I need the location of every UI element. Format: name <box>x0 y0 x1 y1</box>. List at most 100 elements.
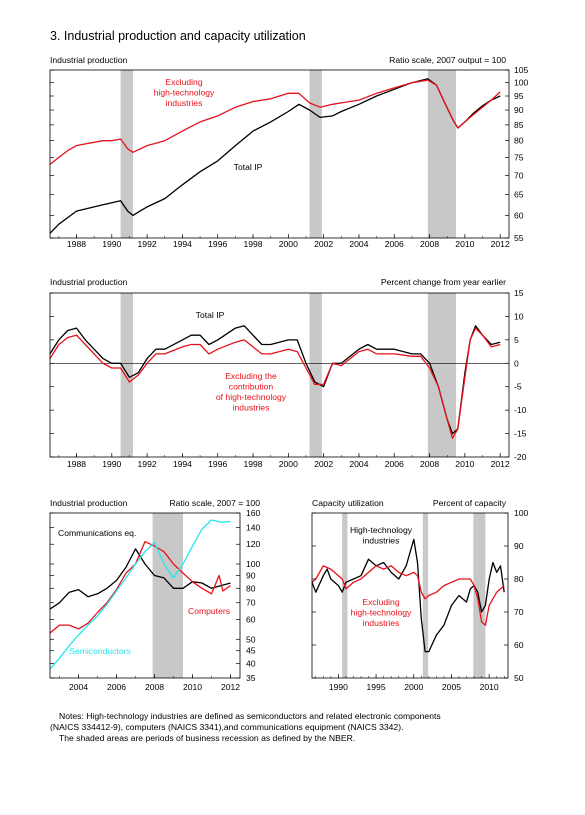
ip-change-x-tick-label-11: 2010 <box>455 459 474 469</box>
ip-change-annotation-1-line-3: industries <box>233 403 270 413</box>
ip-level-y-tick-label-9: 100 <box>514 78 529 88</box>
hightech-ip-annotation-0: Communications eq. <box>58 528 136 538</box>
hightech-ip-annotation-2-line-0: Semiconductors <box>69 646 131 656</box>
ip-change-annotation-1: Excluding the contribution of high-technol… <box>216 371 287 413</box>
ip-level-x-tick-label-1: 1990 <box>102 239 121 249</box>
ip-change-x-tick-label-9: 2006 <box>385 459 404 469</box>
hightech-ip-annotation-1-line-0: Computers <box>188 606 230 616</box>
ip-level-recession-band-2 <box>427 70 457 238</box>
capacity-utilization-x-tick-label-4: 2010 <box>480 682 499 692</box>
ip-level-x-tick-label-11: 2010 <box>455 239 474 249</box>
ip-change-annotation-0: Total IP <box>196 310 225 320</box>
hightech-ip-units-label: Ratio scale, 2007 = 100 <box>169 498 260 508</box>
notes-line-3: The shaded areas are periods of business… <box>59 733 356 743</box>
hightech-ip-x-tick-label-1: 2006 <box>107 682 126 692</box>
ip-change-y-tick-label-5: 5 <box>514 335 519 345</box>
notes-line-2: (NAICS 334412-9), computers (NAICS 3341)… <box>50 722 404 732</box>
ip-change-annotation-0-line-0: Total IP <box>196 310 225 320</box>
hightech-ip-plot-frame <box>49 512 241 679</box>
ip-level-y-tick-label-6: 85 <box>514 120 524 130</box>
ip-level-x-tick-label-10: 2008 <box>420 239 439 249</box>
capacity-utilization-x-tick-label-0: 1990 <box>329 682 348 692</box>
hightech-ip-title: Industrial production <box>50 498 128 508</box>
hightech-ip-x-tick-label-3: 2010 <box>183 682 202 692</box>
capacity-utilization-annotation-1-line-0: Excluding <box>362 597 399 607</box>
ip-level-y-tick-label-8: 95 <box>514 91 524 101</box>
ip-level-x-tick-label-9: 2006 <box>385 239 404 249</box>
hightech-ip-y-tick-label-3: 50 <box>246 634 256 644</box>
notes-line-1: Notes: High-technology industries are de… <box>59 711 441 721</box>
ip-change-x-tick-label-10: 2008 <box>420 459 439 469</box>
hightech-ip-series-line-2 <box>49 519 231 670</box>
ip-level-series-line-1 <box>49 79 501 165</box>
capacity-utilization-y-tick-label-5: 100 <box>514 508 529 518</box>
hightech-ip-annotation-2: Semiconductors <box>69 646 131 656</box>
ip-change-y-tick-label-4: 0 <box>514 358 519 368</box>
hightech-ip-series-line-1 <box>49 540 231 634</box>
capacity-utilization-recession-band-0 <box>342 513 348 678</box>
page-title: 3. Industrial production and capacity ut… <box>50 29 306 43</box>
ip-change-x-tick-label-3: 1994 <box>173 459 192 469</box>
capacity-utilization-y-tick-label-1: 60 <box>514 640 524 650</box>
ip-level-x-tick-label-4: 1996 <box>208 239 227 249</box>
ip-change-y-tick-label-0: -20 <box>514 452 527 462</box>
capacity-utilization-x-tick-label-3: 2005 <box>442 682 461 692</box>
capacity-utilization-annotation-1-line-2: industries <box>363 618 400 628</box>
hightech-ip-y-tick-label-10: 140 <box>246 522 261 532</box>
capacity-utilization-y-tick-label-2: 70 <box>514 607 524 617</box>
ip-change-x-tick-label-12: 2012 <box>491 459 510 469</box>
ip-level-units-label: Ratio scale, 2007 output = 100 <box>389 55 506 65</box>
ip-change-recession-band-0 <box>120 293 133 457</box>
ip-level-recession-band-0 <box>120 70 133 238</box>
ip-change-x-tick-label-1: 1990 <box>102 459 121 469</box>
ip-level-x-tick-label-0: 1988 <box>67 239 86 249</box>
ip-change-x-tick-label-5: 1998 <box>243 459 262 469</box>
ip-level-y-tick-label-10: 105 <box>514 65 529 75</box>
hightech-ip-series-line-0 <box>49 548 231 610</box>
capacity-utilization-annotation-0: High-technology industries <box>350 525 413 546</box>
hightech-ip-y-tick-label-6: 80 <box>246 583 256 593</box>
hightech-ip-y-tick-label-11: 160 <box>246 508 261 518</box>
hightech-ip-x-tick-label-0: 2004 <box>69 682 88 692</box>
ip-level-y-tick-label-7: 90 <box>514 105 524 115</box>
ip-level-plot-frame <box>49 69 510 239</box>
hightech-ip-annotation-1: Computers <box>188 606 230 616</box>
hightech-ip-y-tick-label-5: 70 <box>246 598 256 608</box>
ip-change-units-label: Percent change from year earlier <box>381 277 506 287</box>
capacity-utilization-annotation-0-line-1: industries <box>363 536 400 546</box>
ip-level-x-tick-label-7: 2002 <box>314 239 333 249</box>
ip-change-annotation-1-line-0: Excluding the <box>225 371 277 381</box>
ip-level-y-tick-label-3: 70 <box>514 170 524 180</box>
hightech-ip-y-tick-label-8: 100 <box>246 559 261 569</box>
capacity-utilization-x-tick-label-2: 2000 <box>404 682 423 692</box>
ip-level-annotation-0-line-0: Excluding <box>165 77 202 87</box>
ip-level-y-tick-label-5: 80 <box>514 136 524 146</box>
ip-change-y-tick-label-1: -15 <box>514 429 527 439</box>
ip-level-x-tick-label-6: 2000 <box>279 239 298 249</box>
ip-change-y-tick-label-6: 10 <box>514 311 524 321</box>
capacity-utilization-y-tick-label-4: 90 <box>514 541 524 551</box>
ip-change-title: Industrial production <box>50 277 128 287</box>
ip-change-x-tick-label-0: 1988 <box>67 459 86 469</box>
ip-level-recession-band-1 <box>309 70 322 238</box>
ip-change-x-tick-label-2: 1992 <box>138 459 157 469</box>
ip-level-y-tick-label-0: 55 <box>514 233 524 243</box>
ip-change-recession-band-1 <box>309 293 322 457</box>
capacity-utilization-units-label: Percent of capacity <box>433 498 507 508</box>
ip-level-y-tick-label-1: 60 <box>514 210 524 220</box>
capacity-utilization-recession-band-2 <box>473 513 486 678</box>
ip-change-series-line-1 <box>49 327 501 439</box>
ip-level-x-tick-label-8: 2004 <box>349 239 368 249</box>
hightech-ip-annotation-0-line-0: Communications eq. <box>58 528 136 538</box>
hightech-ip-y-tick-label-7: 90 <box>246 570 256 580</box>
ip-change-x-tick-label-6: 2000 <box>279 459 298 469</box>
capacity-utilization-annotation-1-line-1: high-technology <box>351 608 412 618</box>
ip-level-x-tick-label-12: 2012 <box>491 239 510 249</box>
hightech-ip-x-tick-label-4: 2012 <box>221 682 240 692</box>
hightech-ip-y-tick-label-1: 40 <box>246 659 256 669</box>
ip-level-x-tick-label-3: 1994 <box>173 239 192 249</box>
hightech-ip-recession-band-0 <box>152 513 183 678</box>
ip-level-title: Industrial production <box>50 55 128 65</box>
capacity-utilization-plot-frame <box>311 512 509 679</box>
